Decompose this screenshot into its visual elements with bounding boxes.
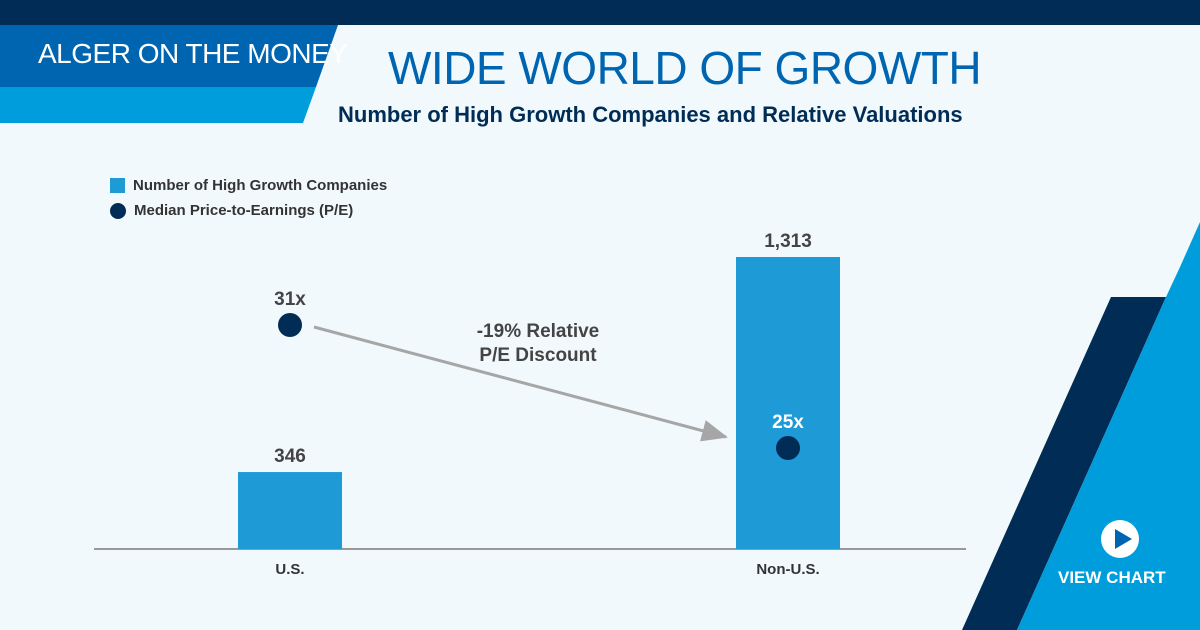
legend-label: Median Price-to-Earnings (P/E) (134, 202, 354, 219)
pe-dot (278, 313, 302, 337)
navy-stripe (962, 297, 1166, 630)
pe-label: 25x (772, 412, 804, 433)
legend-swatch-dot (110, 202, 126, 219)
legend-label: Number of High Growth Companies (133, 177, 388, 194)
page-title: WIDE WORLD OF GROWTH (388, 42, 982, 94)
brand-name: ALGER ON THE MONEY (38, 38, 348, 69)
blue-corner (1017, 222, 1200, 630)
legend-item-dots: Median Price-to-Earnings (P/E) (110, 202, 353, 219)
view-chart-play-button[interactable] (1101, 520, 1139, 558)
annotation-line1: -19% Relative (477, 321, 600, 342)
bar-label: 346 (274, 446, 306, 467)
bar (736, 257, 840, 549)
brand-banner-accent (0, 87, 316, 123)
x-tick-label: Non-U.S. (756, 561, 819, 578)
bar-label: 1,313 (764, 231, 812, 252)
x-tick-label: U.S. (275, 561, 304, 578)
annotation-line2: P/E Discount (479, 345, 597, 366)
play-icon (1115, 529, 1132, 549)
top-bar (0, 0, 1200, 25)
legend-item-bars: Number of High Growth Companies (110, 177, 387, 194)
discount-arrow (313, 325, 728, 442)
pe-dot (776, 436, 800, 460)
pe-label: 31x (274, 289, 306, 310)
chart-subtitle: Number of High Growth Companies and Rela… (338, 102, 963, 127)
view-chart-link[interactable]: VIEW CHART (1058, 568, 1166, 587)
bar (238, 472, 342, 549)
legend-swatch-square (110, 178, 125, 193)
brand-banner (0, 25, 338, 87)
